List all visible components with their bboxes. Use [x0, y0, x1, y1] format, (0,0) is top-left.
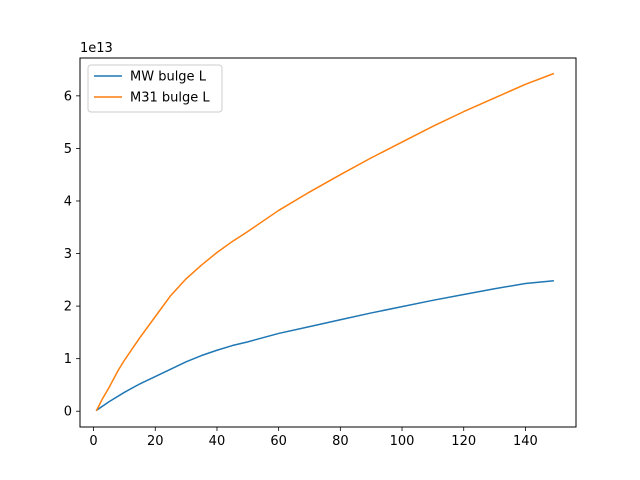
x-tick-label: 100	[390, 434, 415, 449]
x-tick-label: 140	[513, 434, 538, 449]
series-layer	[95, 72, 555, 412]
y-tick-label: 6	[64, 89, 72, 104]
x-tick-label: 60	[270, 434, 287, 449]
series-line-0	[95, 280, 554, 412]
y-offset-label: 1e13	[80, 41, 113, 56]
y-tick-label: 3	[64, 247, 72, 262]
x-tick-label: 40	[209, 434, 226, 449]
x-tick-label: 120	[451, 434, 476, 449]
y-axis: 0 1 2 3 4 5 6	[64, 89, 80, 420]
x-tick-label: 80	[332, 434, 349, 449]
x-tick-label: 0	[89, 434, 97, 449]
y-tick-label: 0	[64, 405, 72, 420]
y-tick-label: 2	[64, 300, 72, 315]
y-tick-label: 5	[64, 142, 72, 157]
plot-frame	[79, 57, 577, 428]
legend-label-1: M31 bulge L	[130, 91, 210, 106]
x-tick-label: 20	[147, 434, 164, 449]
y-tick-label: 1	[64, 352, 72, 367]
series-line-1	[95, 72, 555, 412]
legend-label-0: MW bulge L	[130, 70, 207, 85]
y-tick-label: 4	[64, 194, 72, 209]
x-axis: 0 20 40 60 80 100 120 140	[89, 427, 538, 449]
legend: MW bulge L M31 bulge L	[87, 64, 223, 113]
